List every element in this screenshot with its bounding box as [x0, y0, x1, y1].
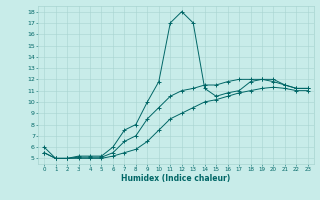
X-axis label: Humidex (Indice chaleur): Humidex (Indice chaleur)	[121, 174, 231, 183]
